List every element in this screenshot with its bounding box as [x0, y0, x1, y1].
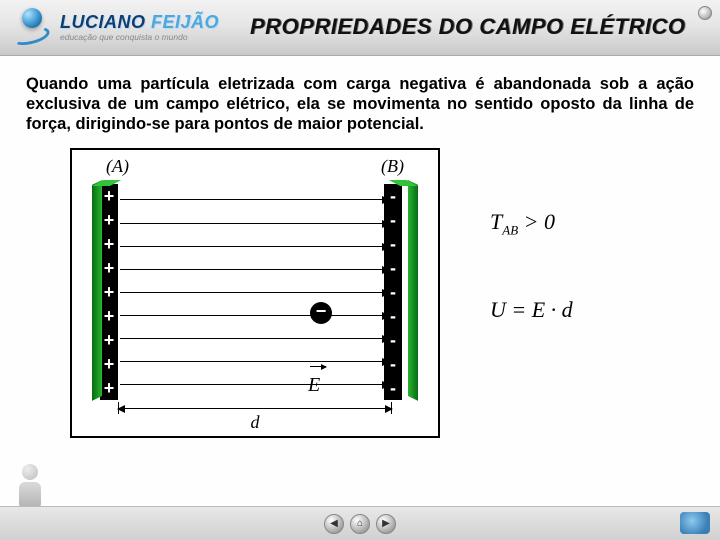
brand-tagline: educação que conquista o mundo — [60, 33, 219, 42]
plus-sign: + — [104, 259, 115, 277]
mascot-icon — [14, 464, 46, 510]
plus-sign: + — [104, 307, 115, 325]
field-line — [120, 199, 390, 200]
field-line — [120, 384, 390, 385]
formula-tab: TAB > 0 — [490, 208, 573, 239]
body-paragraph: Quando uma partícula eletrizada com carg… — [0, 56, 720, 142]
field-line — [120, 223, 390, 224]
plus-sign: + — [104, 379, 115, 397]
field-diagram: (A) (B) +++++++++ --------- − E d — [70, 148, 440, 438]
brand-name: LUCIANO FEIJÃO — [60, 13, 219, 31]
e-vector-text: E — [308, 374, 320, 396]
distance-label: d — [72, 412, 438, 433]
brand-main: LUCIANO — [60, 12, 151, 32]
plus-sign: + — [104, 355, 115, 373]
field-line — [120, 338, 390, 339]
brand-logo: LUCIANO FEIJÃO educação que conquista o … — [0, 8, 219, 48]
footer-bar: ◀ ⌂ ▶ — [0, 506, 720, 540]
plus-sign: + — [104, 331, 115, 349]
e-vector-label: E — [308, 374, 320, 397]
logo-mark — [10, 8, 54, 48]
nav-home-button[interactable]: ⌂ — [350, 514, 370, 534]
plus-sign: + — [104, 283, 115, 301]
plus-sign: + — [104, 211, 115, 229]
content-row: (A) (B) +++++++++ --------- − E d TAB > … — [0, 142, 720, 438]
formula-block: TAB > 0 U = E · d — [490, 148, 573, 324]
field-line — [120, 292, 390, 293]
field-line — [120, 269, 390, 270]
field-line — [120, 315, 390, 316]
header-bar: LUCIANO FEIJÃO educação que conquista o … — [0, 0, 720, 56]
field-line — [120, 246, 390, 247]
plus-sign: + — [104, 235, 115, 253]
nav-prev-button[interactable]: ◀ — [324, 514, 344, 534]
formula-u: U = E · d — [490, 296, 573, 325]
page-title: PROPRIEDADES DO CAMPO ELÉTRICO — [250, 14, 685, 40]
particle-sign: − — [316, 301, 327, 322]
plate-label-a: (A) — [106, 156, 129, 177]
corner-logo-icon — [680, 512, 710, 534]
field-lines — [120, 188, 390, 396]
nav-next-button[interactable]: ▶ — [376, 514, 396, 534]
plate-label-b: (B) — [381, 156, 404, 177]
field-line — [120, 361, 390, 362]
globe-icon[interactable] — [698, 6, 712, 20]
plus-sign: + — [104, 187, 115, 205]
brand-accent: FEIJÃO — [151, 12, 219, 32]
distance-dimension — [118, 408, 392, 409]
